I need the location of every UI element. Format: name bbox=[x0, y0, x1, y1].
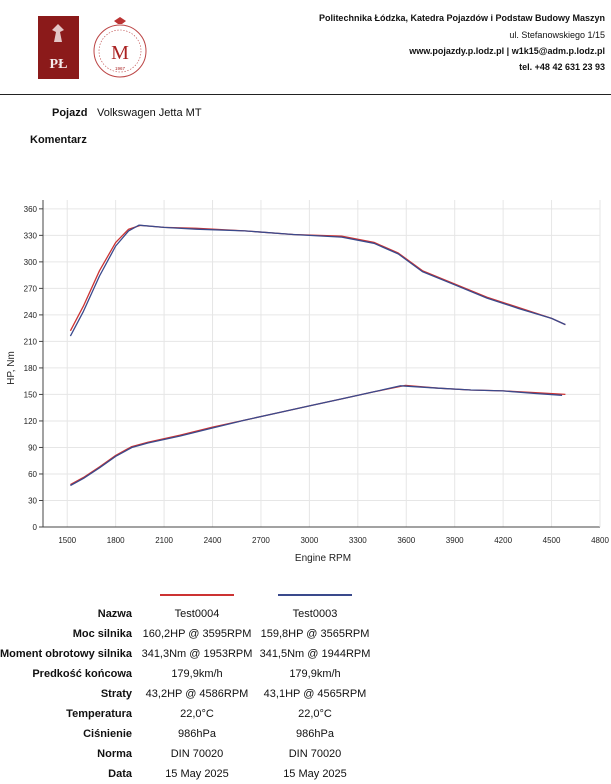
row-value: 179,9km/h bbox=[289, 668, 341, 680]
legend-row bbox=[0, 586, 374, 604]
x-axis-label: Engine RPM bbox=[295, 553, 351, 564]
x-tick-label: 2400 bbox=[204, 536, 222, 545]
vehicle-label: Pojazd bbox=[52, 107, 88, 119]
y-tick-label: 0 bbox=[33, 523, 38, 532]
seal-year: 1967 bbox=[115, 66, 126, 71]
row-value: DIN 70020 bbox=[288, 748, 342, 760]
row-value: 179,9km/h bbox=[171, 668, 223, 680]
results-table: Nazwa Test0004 Test0003 Moc silnika 160,2HP … bbox=[0, 586, 374, 784]
row-label: Predkość końcowa bbox=[32, 667, 132, 680]
chart-series bbox=[69, 224, 566, 487]
row-value: 986hPa bbox=[296, 728, 334, 740]
row-value: 341,3Nm @ 1953RPM bbox=[141, 648, 253, 660]
y-tick-label: 180 bbox=[24, 364, 38, 373]
series-line-test0004-power bbox=[70, 384, 566, 486]
chart-grid bbox=[43, 200, 601, 528]
y-tick-label: 330 bbox=[24, 231, 38, 240]
x-tick-label: 3000 bbox=[300, 536, 318, 545]
x-tick-label: 3900 bbox=[446, 536, 464, 545]
table-row: Norma DIN 70020 DIN 70020 bbox=[0, 744, 374, 764]
y-tick-label: 300 bbox=[24, 258, 38, 267]
series-line-test0003-power bbox=[70, 385, 563, 487]
logo-text: PŁ bbox=[50, 57, 68, 72]
institution-contact: www.pojazdy.p.lodz.pl | w1k15@adm.p.lodz… bbox=[409, 46, 605, 56]
x-tick-label: 2100 bbox=[155, 536, 173, 545]
legend-swatch-test0004 bbox=[160, 594, 234, 597]
row-value: 15 May 2025 bbox=[283, 768, 347, 780]
table-row: Moment obrotowy silnika 341,3Nm @ 1953RPM… bbox=[0, 644, 374, 664]
row-value: 341,5Nm @ 1944RPM bbox=[259, 648, 371, 660]
row-value: 15 May 2025 bbox=[165, 768, 229, 780]
institution-address: ul. Stefanowskiego 1/15 bbox=[509, 30, 605, 40]
x-tick-label: 3300 bbox=[349, 536, 367, 545]
row-value: 160,2HP @ 3595RPM bbox=[142, 628, 252, 640]
y-tick-label: 30 bbox=[28, 496, 37, 505]
row-value: Test0004 bbox=[174, 608, 220, 620]
row-value: 159,8HP @ 3565RPM bbox=[260, 628, 370, 640]
x-tick-label: 4500 bbox=[543, 536, 561, 545]
row-value: 43,2HP @ 4586RPM bbox=[145, 688, 249, 700]
x-tick-label: 1800 bbox=[107, 536, 125, 545]
row-value: Test0003 bbox=[292, 608, 338, 620]
table-row: Moc silnika 160,2HP @ 3595RPM 159,8HP @ 35… bbox=[0, 624, 374, 644]
header-divider bbox=[0, 94, 611, 95]
row-value: 22,0°C bbox=[298, 708, 332, 720]
y-tick-labels: 0 30 60 90 120 150 180 210 240 270 300 330 360 bbox=[24, 205, 38, 532]
row-value: DIN 70020 bbox=[170, 748, 224, 760]
department-seal-logo: M 1967 bbox=[93, 17, 147, 78]
row-label: Nazwa bbox=[97, 607, 132, 620]
y-tick-label: 60 bbox=[28, 470, 37, 479]
institution-phone: tel. +48 42 631 23 93 bbox=[519, 62, 605, 72]
dyno-chart: 1500 1800 2100 2400 2700 3000 3300 3600 3900 4200… bbox=[6, 200, 609, 564]
row-label: Straty bbox=[100, 687, 132, 700]
x-tick-label: 4200 bbox=[494, 536, 512, 545]
series-line-test0003-torque bbox=[69, 224, 566, 337]
row-label: Moc silnika bbox=[72, 627, 132, 640]
table-row: Ciśnienie 986hPa 986hPa bbox=[0, 724, 374, 744]
x-tick-label: 2700 bbox=[252, 536, 270, 545]
table-row: Predkość końcowa 179,9km/h 179,9km/h bbox=[0, 664, 374, 684]
comment-label: Komentarz bbox=[30, 134, 87, 146]
row-label: Moment obrotowy silnika bbox=[0, 647, 133, 660]
row-label: Temperatura bbox=[66, 707, 132, 720]
y-tick-label: 90 bbox=[28, 443, 37, 452]
row-value: 43,1HP @ 4565RPM bbox=[263, 688, 367, 700]
university-logo: PŁ bbox=[38, 16, 79, 79]
row-label: Data bbox=[108, 767, 132, 780]
y-tick-label: 150 bbox=[24, 390, 38, 399]
seal-letter: M bbox=[111, 42, 129, 64]
chart-axes bbox=[39, 200, 601, 528]
table-row: Data 15 May 2025 15 May 2025 bbox=[0, 764, 374, 784]
institution-name: Politechnika Łódzka, Katedra Pojazdów i … bbox=[318, 13, 605, 23]
table-row: Nazwa Test0004 Test0003 bbox=[0, 604, 374, 624]
y-tick-label: 240 bbox=[24, 311, 38, 320]
legend-swatch-test0003 bbox=[278, 594, 352, 597]
y-axis-label: HP, Nm bbox=[6, 351, 17, 385]
y-tick-label: 360 bbox=[24, 205, 38, 214]
y-tick-label: 270 bbox=[24, 284, 38, 293]
table-row: Straty 43,2HP @ 4586RPM 43,1HP @ 4565RPM bbox=[0, 684, 374, 704]
institution-header: Politechnika Łódzka, Katedra Pojazdów i … bbox=[285, 13, 605, 73]
vehicle-value: Volkswagen Jetta MT bbox=[97, 107, 202, 119]
table-row: Temperatura 22,0°C 22,0°C bbox=[0, 704, 374, 724]
y-tick-label: 210 bbox=[24, 337, 38, 346]
row-value: 986hPa bbox=[178, 728, 216, 740]
x-tick-label: 3600 bbox=[397, 536, 415, 545]
x-tick-labels: 1500 1800 2100 2400 2700 3000 3300 3600 3900 4200… bbox=[58, 536, 609, 545]
row-value: 22,0°C bbox=[180, 708, 214, 720]
row-label: Ciśnienie bbox=[83, 727, 132, 740]
x-tick-label: 4800 bbox=[591, 536, 609, 545]
row-label: Norma bbox=[97, 747, 132, 760]
y-tick-label: 120 bbox=[24, 417, 38, 426]
x-tick-label: 1500 bbox=[58, 536, 76, 545]
